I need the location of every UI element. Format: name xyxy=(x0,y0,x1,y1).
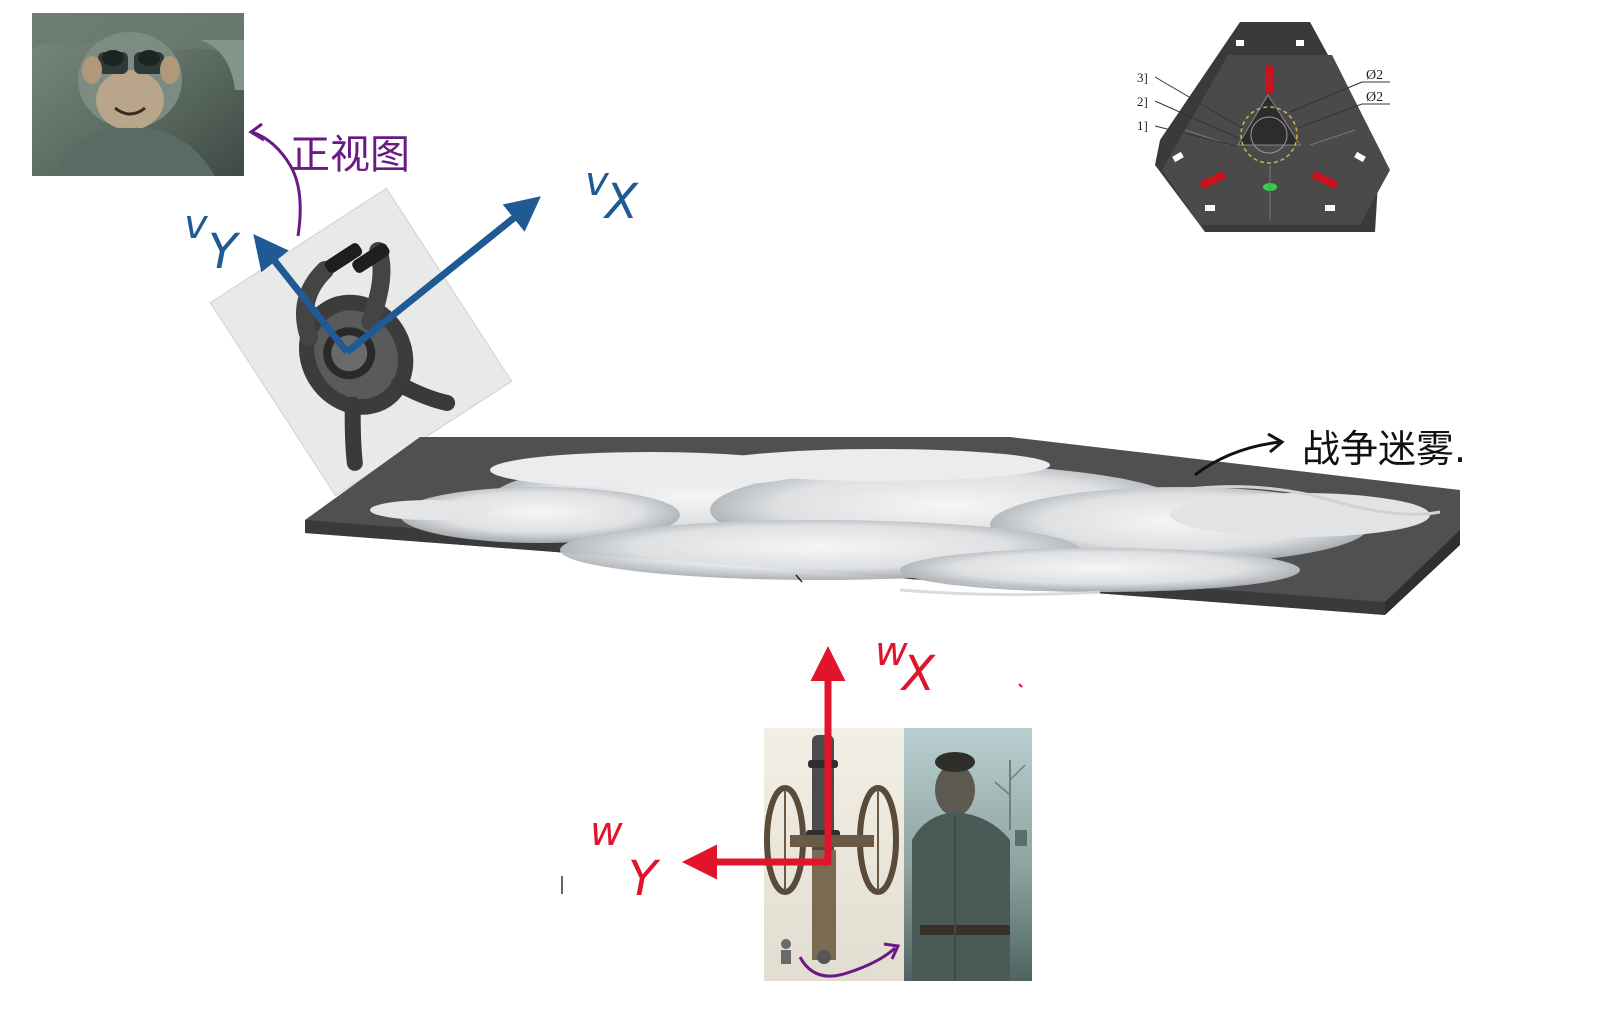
stray-marks xyxy=(561,574,1023,894)
cannon-soldier-connector xyxy=(798,942,901,978)
schematic-diameter-label-1: Ø2 xyxy=(1366,68,1383,83)
w-y-sub-label: Y xyxy=(628,851,661,907)
fog-of-war-annotation: 战争迷雾. xyxy=(1194,427,1466,477)
soldier-binoculars-photo xyxy=(32,13,244,176)
standing-soldier-photo xyxy=(904,728,1032,981)
schematic-callout-2: 2] xyxy=(1137,94,1148,109)
w-axes: w X w Y xyxy=(590,629,936,907)
fog-of-war-plane xyxy=(305,437,1460,615)
front-view-annotation: 正视图 xyxy=(248,122,410,237)
v-x-main-label: v xyxy=(585,159,610,205)
schematic-callout-1: 1] xyxy=(1137,118,1148,133)
w-y-main-label: w xyxy=(590,809,623,855)
front-view-label: 正视图 xyxy=(290,132,410,178)
schematic-diameter-label-2: Ø2 xyxy=(1366,90,1383,105)
schematic-callout-3: 3] xyxy=(1137,70,1148,85)
v-y-main-label: v xyxy=(184,202,209,248)
fortress-schematic: 3] 2] 1] Ø2 Ø2 xyxy=(1137,22,1390,232)
v-x-sub-label: X xyxy=(602,174,639,230)
cannon-illustration xyxy=(764,728,904,981)
w-x-main-label: w xyxy=(875,629,908,675)
v-y-axis-arrow xyxy=(253,234,350,355)
v-axes: v X v Y xyxy=(184,159,639,355)
v-x-axis-arrow xyxy=(344,196,541,355)
w-x-sub-label: X xyxy=(899,646,936,702)
v-y-sub-label: Y xyxy=(208,224,241,280)
fog-clouds xyxy=(370,449,1441,597)
fog-of-war-label: 战争迷雾. xyxy=(1302,427,1466,471)
